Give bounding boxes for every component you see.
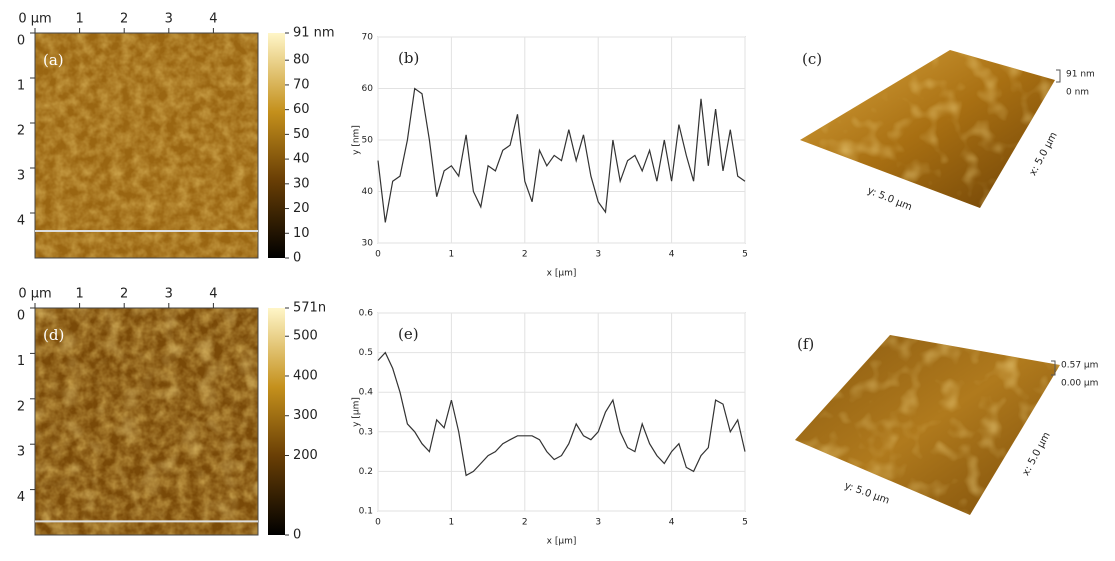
y-tick-label: 2 [17, 399, 25, 414]
panel-label: (b) [398, 49, 419, 67]
x-tick-label: 2 [120, 287, 128, 302]
y-tick-label: 50 [362, 136, 374, 146]
y-tick-label: 1 [17, 354, 25, 369]
colorbar-tick-label: 91 nm [293, 26, 335, 41]
x-tick-label: 2 [120, 12, 128, 27]
panel-label: (e) [398, 325, 419, 343]
x-tick-label: 0 µm [18, 12, 51, 27]
x-tick-label: 0 [375, 250, 381, 260]
x-tick-label: 3 [595, 518, 601, 528]
colorbar-tick-label: 400 [293, 368, 318, 383]
scale-bracket [1056, 69, 1061, 83]
colorbar [268, 33, 285, 258]
image-frame [34, 32, 259, 259]
z-min-label: 0.00 µm [1061, 379, 1098, 389]
x-tick-label: 1 [75, 287, 83, 302]
panel-label: (c) [802, 50, 822, 68]
x-axis-label: x: 5.0 µm [1021, 431, 1053, 478]
colorbar-tick-label: 10 [293, 226, 310, 241]
panel-label: (a) [43, 51, 64, 69]
y-tick-label: 0.3 [359, 427, 373, 437]
afm-texture [35, 33, 258, 258]
colorbar-tick-label: 300 [293, 408, 318, 423]
y-tick-label: 2 [17, 124, 25, 139]
x-tick-label: 4 [669, 518, 675, 528]
colorbar-tick-label: 0 [293, 251, 301, 266]
x-axis-label: x [µm] [547, 537, 577, 547]
y-tick-label: 0.4 [359, 388, 374, 398]
x-tick-label: 3 [595, 250, 601, 260]
y-tick-label: 0.2 [359, 467, 373, 477]
y-tick-label: 0.6 [359, 309, 374, 319]
x-tick-label: 5 [742, 518, 748, 528]
panel-label: (f) [797, 335, 814, 353]
scale-bracket [1051, 360, 1056, 376]
colorbar [268, 308, 285, 535]
x-axis-label: x: 5.0 µm [1028, 131, 1060, 178]
x-tick-label: 2 [522, 250, 528, 260]
y-tick-label: 0 [17, 34, 25, 49]
x-tick-label: 1 [449, 518, 455, 528]
y-axis-label: y [µm] [352, 397, 362, 427]
y-tick-label: 3 [17, 445, 25, 460]
colorbar-tick-label: 0 [293, 528, 301, 543]
z-max-label: 0.57 µm [1061, 361, 1098, 371]
x-tick-label: 1 [449, 250, 455, 260]
profile-curve [377, 351, 746, 477]
colorbar-tick-label: 80 [293, 53, 310, 68]
x-tick-label: 4 [209, 287, 217, 302]
y-tick-label: 0 [17, 309, 25, 324]
colorbar-tick-label: 40 [293, 152, 310, 167]
colorbar-tick-label: 200 [293, 448, 318, 463]
colorbar-tick-label: 571n [293, 301, 326, 316]
y-axis-label: y: 5.0 µm [843, 480, 891, 506]
z-max-label: 91 nm [1066, 70, 1095, 80]
y-tick-label: 70 [362, 33, 374, 43]
x-tick-label: 0 µm [18, 287, 51, 302]
afm-texture [35, 308, 258, 535]
colorbar-tick-label: 60 [293, 102, 310, 117]
colorbar-tick-label: 70 [293, 77, 310, 92]
y-axis-label: y [nm] [352, 125, 362, 155]
plot-area [377, 312, 746, 512]
colorbar-tick-label: 20 [293, 201, 310, 216]
surface-texture [795, 335, 1060, 515]
y-tick-label: 0.1 [359, 507, 373, 517]
x-axis-label: x [µm] [547, 269, 577, 279]
x-tick-label: 5 [742, 250, 748, 260]
colorbar-tick-label: 30 [293, 176, 310, 191]
y-tick-label: 0.5 [359, 348, 373, 358]
x-tick-label: 3 [165, 287, 173, 302]
y-tick-label: 4 [17, 490, 25, 505]
x-tick-label: 1 [75, 12, 83, 27]
y-tick-label: 40 [362, 187, 374, 197]
x-tick-label: 0 [375, 518, 381, 528]
y-tick-label: 60 [362, 84, 374, 94]
x-tick-label: 4 [209, 12, 217, 27]
y-tick-label: 30 [362, 239, 374, 249]
x-tick-label: 4 [669, 250, 675, 260]
z-min-label: 0 nm [1066, 88, 1089, 98]
x-tick-label: 2 [522, 518, 528, 528]
profile-curve [377, 87, 746, 223]
y-tick-label: 3 [17, 169, 25, 184]
panel-label: (d) [43, 326, 64, 344]
image-frame [34, 307, 259, 536]
y-axis-label: y: 5.0 µm [866, 185, 914, 213]
surface-texture [800, 50, 1055, 208]
y-tick-label: 4 [17, 214, 25, 229]
y-tick-label: 1 [17, 79, 25, 94]
x-tick-label: 3 [165, 12, 173, 27]
colorbar-tick-label: 50 [293, 127, 310, 142]
colorbar-tick-label: 500 [293, 329, 318, 344]
